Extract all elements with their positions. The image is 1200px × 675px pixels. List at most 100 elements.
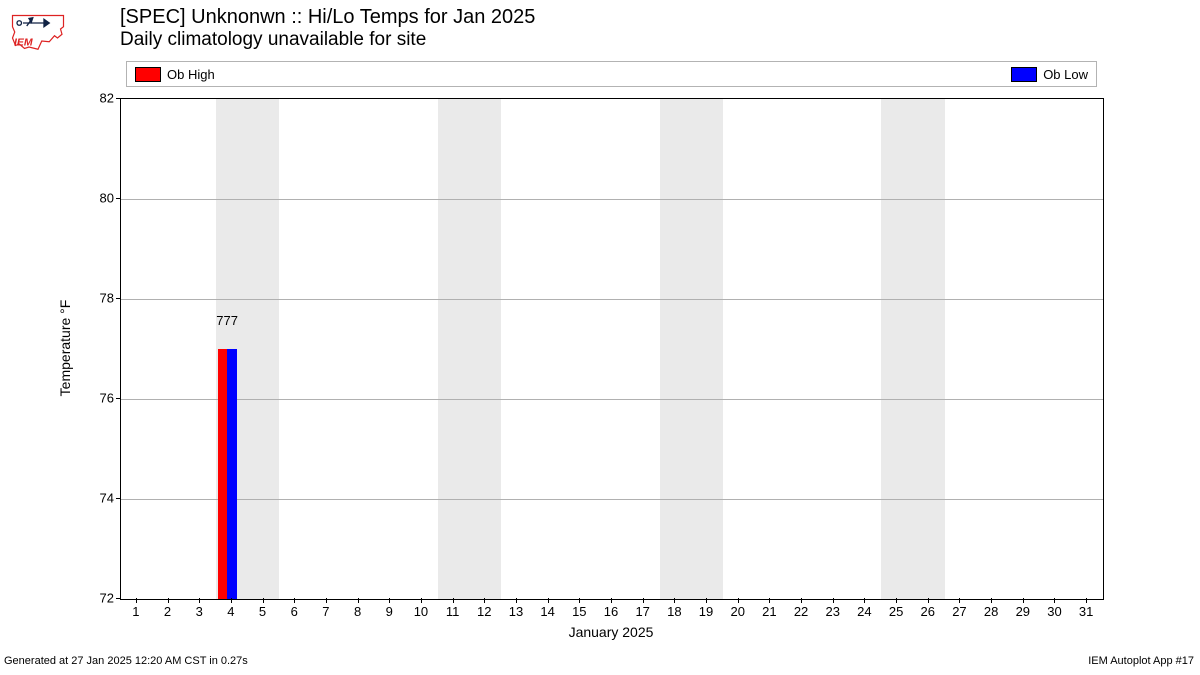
xtick-mark: [959, 598, 960, 603]
xtick-mark: [516, 598, 517, 603]
chart-title: [SPEC] Unknonwn :: Hi/Lo Temps for Jan 2…: [120, 6, 535, 51]
xtick-label: 1: [132, 604, 139, 619]
xtick-label: 26: [921, 604, 935, 619]
xtick-label: 19: [699, 604, 713, 619]
ytick-label: 78: [100, 291, 114, 306]
xtick-mark: [326, 598, 327, 603]
xtick-mark: [389, 598, 390, 603]
ytick-mark: [116, 198, 121, 199]
xtick-mark: [484, 598, 485, 603]
iem-logo: IEM: [8, 8, 68, 53]
xtick-label: 13: [509, 604, 523, 619]
xtick-mark: [1086, 598, 1087, 603]
title-line2: Daily climatology unavailable for site: [120, 29, 535, 51]
ytick-mark: [116, 498, 121, 499]
xtick-label: 23: [826, 604, 840, 619]
xtick-mark: [453, 598, 454, 603]
xtick-mark: [738, 598, 739, 603]
footer-app: IEM Autoplot App #17: [1088, 655, 1194, 667]
ytick-mark: [116, 398, 121, 399]
xtick-label: 18: [667, 604, 681, 619]
svg-text:IEM: IEM: [14, 37, 33, 49]
bar: [218, 349, 228, 599]
plot-area: 777: [120, 98, 1104, 600]
xtick-mark: [421, 598, 422, 603]
ytick-label: 76: [100, 391, 114, 406]
xtick-label: 24: [857, 604, 871, 619]
xtick-label: 4: [227, 604, 234, 619]
xtick-label: 30: [1047, 604, 1061, 619]
xtick-label: 2: [164, 604, 171, 619]
xtick-label: 7: [322, 604, 329, 619]
legend-label-low: Ob Low: [1043, 67, 1088, 82]
bar: [227, 349, 237, 599]
legend-swatch-low: [1011, 67, 1037, 82]
xtick-label: 9: [386, 604, 393, 619]
xtick-mark: [579, 598, 580, 603]
legend-label-high: Ob High: [167, 67, 215, 82]
xtick-label: 11: [446, 604, 460, 619]
xtick-mark: [706, 598, 707, 603]
ytick-label: 72: [100, 591, 114, 606]
xtick-label: 16: [604, 604, 618, 619]
weekend-band: [881, 99, 944, 599]
xtick-label: 27: [952, 604, 966, 619]
ytick-mark: [116, 298, 121, 299]
y-axis-label: Temperature °F: [57, 300, 73, 397]
xtick-mark: [1023, 598, 1024, 603]
xtick-mark: [991, 598, 992, 603]
ytick-label: 82: [100, 91, 114, 106]
xtick-label: 21: [762, 604, 776, 619]
xtick-label: 12: [477, 604, 491, 619]
gridline: [121, 299, 1103, 300]
xtick-mark: [358, 598, 359, 603]
xtick-label: 17: [635, 604, 649, 619]
xtick-mark: [199, 598, 200, 603]
xtick-label: 8: [354, 604, 361, 619]
weekend-band: [438, 99, 501, 599]
weekend-band: [660, 99, 723, 599]
xtick-mark: [231, 598, 232, 603]
xtick-mark: [1054, 598, 1055, 603]
legend-item-low: Ob Low: [1011, 67, 1088, 82]
xtick-label: 31: [1079, 604, 1093, 619]
xtick-mark: [864, 598, 865, 603]
ytick-label: 74: [100, 491, 114, 506]
legend-swatch-high: [135, 67, 161, 82]
xtick-label: 28: [984, 604, 998, 619]
xtick-mark: [801, 598, 802, 603]
xtick-mark: [928, 598, 929, 603]
xtick-label: 20: [730, 604, 744, 619]
xtick-label: 22: [794, 604, 808, 619]
footer-generated: Generated at 27 Jan 2025 12:20 AM CST in…: [4, 655, 248, 667]
xtick-mark: [896, 598, 897, 603]
xtick-label: 25: [889, 604, 903, 619]
ytick-mark: [116, 598, 121, 599]
x-axis-label: January 2025: [569, 624, 654, 640]
gridline: [121, 499, 1103, 500]
gridline: [121, 199, 1103, 200]
bar-annotation: 777: [216, 313, 238, 328]
xtick-mark: [769, 598, 770, 603]
xtick-mark: [263, 598, 264, 603]
xtick-label: 3: [196, 604, 203, 619]
xtick-mark: [168, 598, 169, 603]
legend-item-high: Ob High: [135, 67, 215, 82]
xtick-label: 14: [540, 604, 554, 619]
xtick-label: 10: [414, 604, 428, 619]
xtick-label: 29: [1016, 604, 1030, 619]
xtick-label: 15: [572, 604, 586, 619]
xtick-mark: [611, 598, 612, 603]
xtick-mark: [548, 598, 549, 603]
ytick-label: 80: [100, 191, 114, 206]
xtick-mark: [136, 598, 137, 603]
xtick-mark: [833, 598, 834, 603]
xtick-mark: [674, 598, 675, 603]
title-line1: [SPEC] Unknonwn :: Hi/Lo Temps for Jan 2…: [120, 6, 535, 29]
gridline: [121, 399, 1103, 400]
ytick-mark: [116, 98, 121, 99]
xtick-label: 6: [291, 604, 298, 619]
legend: Ob High Ob Low: [126, 61, 1097, 87]
xtick-mark: [643, 598, 644, 603]
xtick-mark: [294, 598, 295, 603]
